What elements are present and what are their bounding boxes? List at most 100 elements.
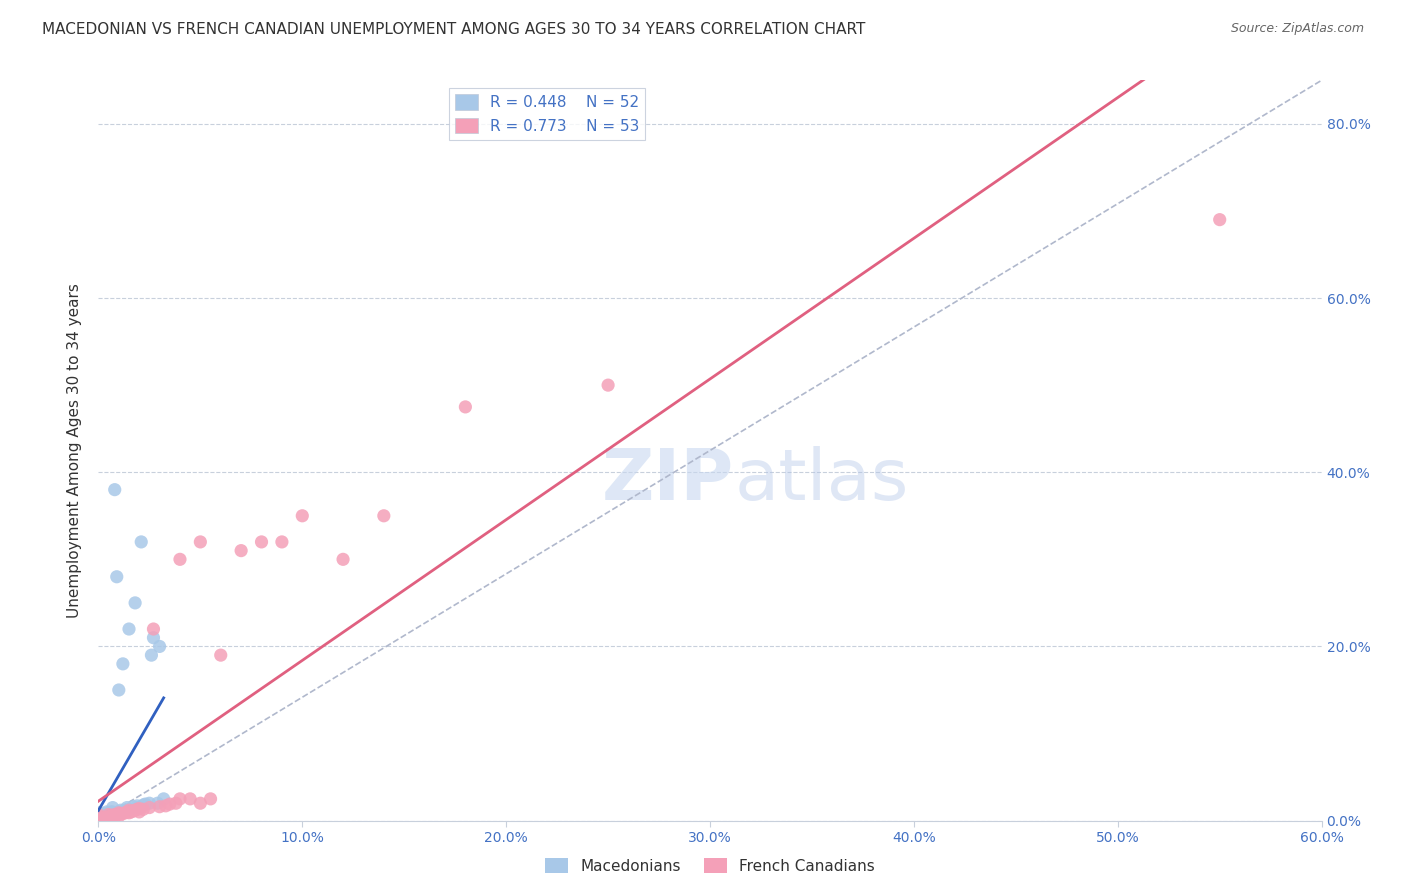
Point [87, 814, 110, 828]
Point [155, 798, 177, 813]
Point [132, 797, 155, 812]
Point [101, 809, 124, 823]
Point [101, 805, 124, 819]
Point [101, 808, 124, 822]
Point [87, 810, 110, 824]
Point [138, 796, 160, 810]
Point [115, 800, 138, 814]
Y-axis label: Unemployment Among Ages 30 to 34 years: Unemployment Among Ages 30 to 34 years [67, 283, 83, 618]
Point [188, 535, 212, 549]
Point [179, 792, 201, 806]
Text: ZIP: ZIP [602, 446, 734, 515]
Point [114, 803, 136, 817]
Point [87, 805, 110, 820]
Point [87, 812, 110, 826]
Point [105, 570, 128, 584]
Point [332, 552, 354, 566]
Point [132, 802, 155, 816]
Point [122, 804, 145, 818]
Point [149, 640, 172, 654]
Point [87, 811, 110, 825]
Point [120, 805, 142, 819]
Point [96, 811, 118, 825]
Point [104, 807, 127, 822]
Point [128, 801, 150, 815]
Point [250, 535, 273, 549]
Text: Source: ZipAtlas.com: Source: ZipAtlas.com [1230, 22, 1364, 36]
Point [100, 805, 122, 819]
Point [101, 800, 124, 814]
Point [165, 796, 187, 810]
Point [87, 813, 110, 827]
Point [141, 648, 163, 662]
Point [128, 805, 150, 819]
Point [96, 809, 118, 823]
Point [142, 622, 165, 636]
Point [87, 810, 110, 824]
Point [93, 806, 115, 821]
Point [93, 808, 115, 822]
Point [142, 631, 165, 645]
Point [96, 805, 118, 819]
Point [108, 805, 131, 820]
Point [200, 792, 222, 806]
Point [124, 803, 146, 817]
Point [114, 805, 136, 820]
Point [598, 378, 620, 392]
Point [291, 508, 314, 523]
Point [111, 657, 134, 671]
Point [96, 807, 118, 822]
Point [159, 797, 181, 811]
Point [270, 535, 294, 549]
Point [128, 800, 150, 814]
Point [108, 809, 131, 823]
Point [127, 798, 149, 813]
Point [87, 809, 110, 823]
Point [91, 812, 114, 826]
Point [118, 805, 141, 820]
Point [115, 805, 138, 819]
Point [454, 400, 477, 414]
Point [231, 543, 253, 558]
Point [91, 809, 114, 823]
Point [373, 508, 395, 523]
Text: MACEDONIAN VS FRENCH CANADIAN UNEMPLOYMENT AMONG AGES 30 TO 34 YEARS CORRELATION: MACEDONIAN VS FRENCH CANADIAN UNEMPLOYME… [42, 22, 866, 37]
Point [87, 814, 110, 828]
Point [122, 799, 145, 814]
Point [209, 648, 232, 662]
Point [100, 806, 122, 821]
Point [105, 806, 128, 821]
Point [97, 810, 120, 824]
Text: atlas: atlas [734, 446, 908, 515]
Point [169, 552, 191, 566]
Point [87, 807, 110, 822]
Point [149, 799, 172, 814]
Point [100, 809, 122, 823]
Point [138, 800, 160, 814]
Point [118, 802, 141, 816]
Point [124, 596, 146, 610]
Point [87, 809, 110, 823]
Point [96, 810, 118, 824]
Point [108, 805, 131, 819]
Point [111, 806, 134, 821]
Point [111, 805, 134, 819]
Point [110, 806, 132, 821]
Point [87, 814, 110, 828]
Point [97, 807, 120, 822]
Point [129, 535, 152, 549]
Point [152, 792, 174, 806]
Point [104, 483, 127, 497]
Point [91, 812, 114, 826]
Point [146, 796, 169, 810]
Point [93, 811, 115, 825]
Point [87, 807, 110, 822]
Point [87, 811, 110, 825]
Point [118, 622, 141, 636]
Point [188, 796, 212, 810]
Point [104, 807, 127, 822]
Point [97, 810, 120, 824]
Point [100, 809, 122, 823]
Point [105, 808, 128, 822]
Point [169, 792, 191, 806]
